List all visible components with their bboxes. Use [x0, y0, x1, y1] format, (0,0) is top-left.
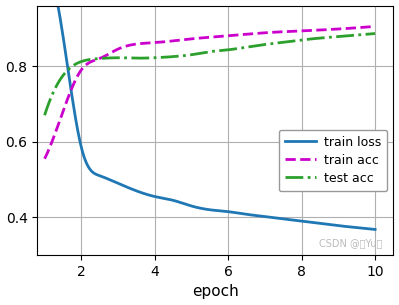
- test acc: [239, 46, 244, 50]
- Legend: train loss, train acc, test acc: train loss, train acc, test acc: [279, 130, 387, 191]
- test acc: [245, 45, 249, 49]
- test acc: [42, 113, 47, 117]
- train acc: [373, 24, 377, 28]
- train acc: [239, 33, 244, 37]
- train acc: [43, 155, 48, 158]
- test acc: [238, 46, 243, 50]
- train loss: [240, 212, 245, 216]
- train loss: [343, 224, 348, 228]
- train acc: [42, 157, 47, 160]
- train acc: [342, 27, 347, 31]
- train loss: [239, 212, 244, 215]
- X-axis label: epoch: epoch: [192, 285, 239, 300]
- Line: train acc: train acc: [45, 26, 375, 159]
- test acc: [342, 34, 347, 38]
- test acc: [373, 32, 377, 35]
- test acc: [43, 110, 48, 114]
- Line: test acc: test acc: [45, 34, 375, 115]
- train acc: [321, 28, 326, 32]
- train loss: [246, 213, 251, 216]
- train acc: [245, 32, 249, 36]
- Line: train loss: train loss: [45, 0, 375, 229]
- Text: CSDN @是Yu欻: CSDN @是Yu欻: [319, 238, 383, 248]
- train acc: [238, 33, 243, 37]
- train loss: [322, 222, 327, 226]
- train loss: [373, 228, 377, 231]
- test acc: [321, 36, 326, 40]
